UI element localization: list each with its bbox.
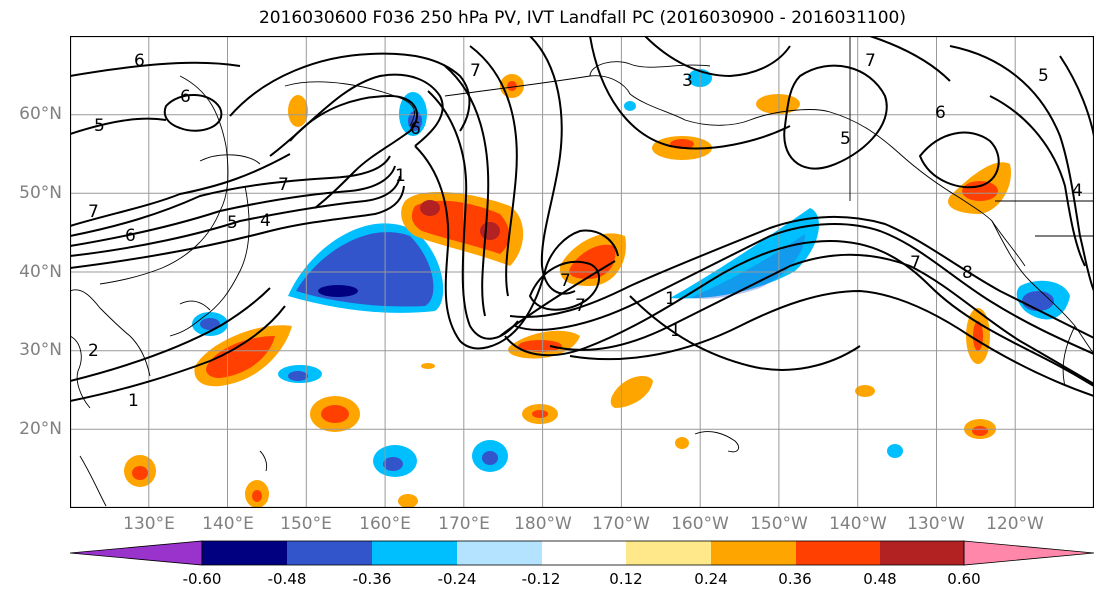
lat-label-20n: 20°N xyxy=(19,419,62,439)
lon-label-150e: 150°E xyxy=(280,514,332,534)
contour-label: 2 xyxy=(88,341,99,361)
colorbar-bin xyxy=(711,541,796,565)
contour-label: 1 xyxy=(670,321,681,341)
colorbar xyxy=(70,540,1095,566)
lon-label-160e: 160°E xyxy=(359,514,411,534)
contour-label: 7 xyxy=(560,271,571,291)
contour-label: 6 xyxy=(180,87,191,107)
lon-label-170w: 170°W xyxy=(592,514,650,534)
colorbar-tick: -0.48 xyxy=(267,570,307,588)
contour-label: 7 xyxy=(865,51,876,71)
colorbar-tick: 0.36 xyxy=(778,570,812,588)
colorbar-tick: 0.60 xyxy=(947,570,981,588)
colorbar-extend-low xyxy=(70,540,203,566)
colorbar-bin xyxy=(542,541,626,565)
lon-label-150w: 150°W xyxy=(750,514,808,534)
contour-label: 6 xyxy=(134,51,145,71)
colorbar-bin xyxy=(796,541,880,565)
contour-label: 7 xyxy=(470,61,481,81)
colorbar-bin xyxy=(287,541,372,565)
contour-label: 6 xyxy=(125,226,136,246)
contour-label: 7 xyxy=(575,296,586,316)
lat-label-50n: 50°N xyxy=(19,183,62,203)
colorbar-tick: 0.12 xyxy=(609,570,643,588)
colorbar-tick: -0.36 xyxy=(352,570,392,588)
negative-anomaly-shading xyxy=(192,69,1070,477)
contour-label: 7 xyxy=(910,253,921,273)
contour-label: 1 xyxy=(395,166,406,186)
contour-label: 4 xyxy=(1072,181,1083,201)
contour-label: 8 xyxy=(962,263,973,283)
contour-label: 5 xyxy=(1038,66,1049,86)
colorbar-bin xyxy=(457,541,542,565)
colorbar-tick: 0.48 xyxy=(863,570,897,588)
lat-label-60n: 60°N xyxy=(19,104,62,124)
colorbar-extend-high xyxy=(963,540,1095,566)
contour-label: 1 xyxy=(665,289,676,309)
lon-label-180w: 180°W xyxy=(514,514,572,534)
contour-labels: 6 5 6 7 6 5 4 1 2 1 7 6 7 1 7 7 6 5 7 5 … xyxy=(88,51,1083,411)
lat-label-30n: 30°N xyxy=(19,340,62,360)
lon-label-140w: 140°W xyxy=(829,514,887,534)
contour-label: 6 xyxy=(410,119,421,139)
contour-label: 7 xyxy=(88,202,99,222)
colorbar-bin xyxy=(372,541,457,565)
pv-ivt-map: 6 5 6 7 6 5 4 1 2 1 7 6 7 1 7 7 6 5 7 5 … xyxy=(70,36,1094,508)
colorbar-tick: 0.24 xyxy=(694,570,728,588)
lon-label-130e: 130°E xyxy=(123,514,175,534)
contour-label: 4 xyxy=(260,211,271,231)
lon-label-140e: 140°E xyxy=(202,514,254,534)
contour-label: 5 xyxy=(227,213,238,233)
colorbar-bin xyxy=(880,541,964,565)
coastlines xyxy=(70,36,1094,507)
colorbar-tick: -0.60 xyxy=(182,570,222,588)
map-title: 2016030600 F036 250 hPa PV, IVT Landfall… xyxy=(258,8,906,28)
contour-label: 6 xyxy=(935,103,946,123)
lon-label-120w: 120°W xyxy=(986,514,1044,534)
colorbar-bin xyxy=(626,541,711,565)
colorbar-tick: -0.12 xyxy=(521,570,561,588)
colorbar-tick: -0.24 xyxy=(437,570,477,588)
colorbar-bin xyxy=(202,541,287,565)
contour-label: 3 xyxy=(682,71,693,91)
lon-label-130w: 130°W xyxy=(907,514,965,534)
lon-label-170e: 170°E xyxy=(438,514,490,534)
contour-label: 7 xyxy=(278,175,289,195)
pv-contours xyxy=(70,36,1094,402)
contour-label: 1 xyxy=(128,391,139,411)
contour-label: 5 xyxy=(94,116,105,136)
lon-label-160w: 160°W xyxy=(671,514,729,534)
lat-label-40n: 40°N xyxy=(19,262,62,282)
contour-label: 5 xyxy=(840,129,851,149)
